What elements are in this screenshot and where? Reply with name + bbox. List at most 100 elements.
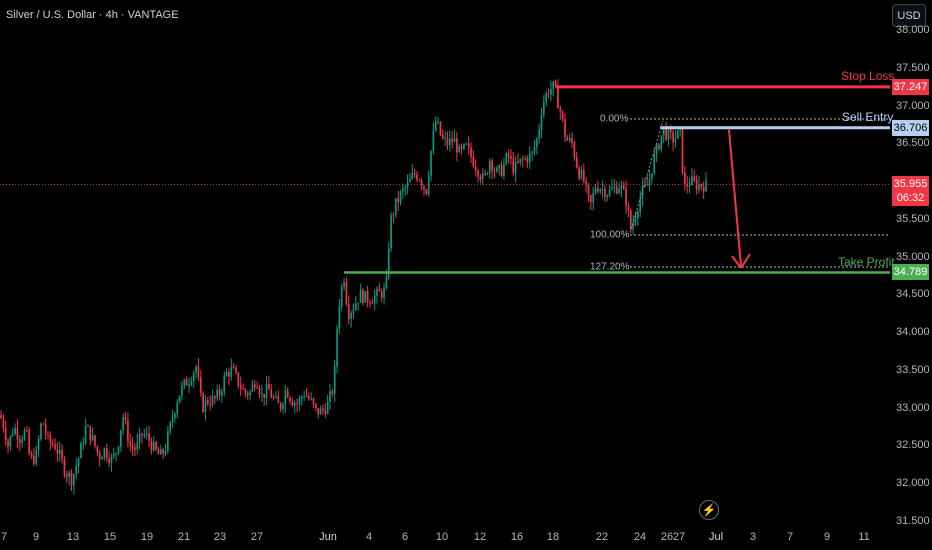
time-axis-label: 16 — [510, 531, 524, 543]
target-arrow-shaft — [728, 129, 742, 267]
candle-body — [91, 435, 94, 441]
candle-body — [331, 391, 334, 394]
candle-body — [519, 158, 522, 163]
candle-body — [261, 393, 263, 395]
price-axis-label: 33.500 — [896, 363, 930, 376]
candle-body — [347, 304, 350, 320]
candle-body — [296, 403, 298, 405]
candle-body — [517, 161, 519, 163]
candle-body — [460, 146, 463, 149]
candle-body — [672, 131, 674, 143]
candle-body — [152, 442, 155, 451]
candle-body — [181, 385, 183, 396]
candle-body — [587, 183, 590, 196]
candle-body — [218, 389, 221, 396]
candle-body — [190, 381, 193, 384]
candle-body — [557, 86, 559, 109]
candlestick-series — [0, 79, 707, 495]
candle-body — [385, 277, 388, 289]
time-axis-label: 18 — [546, 531, 560, 543]
candle-body — [592, 192, 595, 202]
time-axis-label: 23 — [213, 531, 227, 543]
candle-body — [145, 433, 148, 435]
lightning-icon[interactable]: ⚡ — [699, 500, 719, 520]
candle-body — [206, 400, 209, 404]
candle-body — [322, 408, 324, 411]
candle-body — [521, 158, 524, 160]
target-arrow-head-right — [740, 253, 751, 269]
candle-body — [688, 184, 691, 187]
candle-body — [263, 393, 266, 399]
candle-body — [503, 163, 505, 176]
candle-body — [70, 472, 73, 486]
candle-body — [286, 390, 289, 398]
candle-body — [427, 175, 430, 194]
candle-body — [533, 146, 536, 152]
candle-body — [345, 281, 348, 305]
candle-body — [305, 396, 308, 398]
candle-body — [40, 423, 42, 440]
candle-body — [481, 173, 484, 180]
candle-body — [228, 371, 230, 377]
candle-body — [96, 446, 99, 453]
candle-body — [637, 212, 639, 219]
time-axis-label: 9 — [823, 531, 831, 543]
candle-body — [648, 178, 651, 186]
candle-body — [61, 449, 63, 459]
candle-body — [380, 291, 383, 298]
candle-body — [129, 441, 132, 446]
candle-body — [319, 408, 322, 415]
candle-body — [693, 176, 696, 181]
candle-body — [11, 434, 14, 436]
candle-body — [338, 306, 341, 329]
candle-body — [653, 153, 656, 174]
price-axis-label: 34.000 — [896, 326, 930, 339]
candle-body — [705, 179, 707, 192]
currency-button[interactable]: USD — [892, 4, 926, 27]
candle-body — [298, 398, 301, 404]
candle-body — [277, 396, 280, 404]
fib-level-0: 0.00% — [600, 113, 629, 125]
candle-body — [51, 443, 54, 445]
candle-body — [265, 383, 268, 399]
candle-body — [458, 146, 461, 153]
candle-body — [279, 403, 282, 410]
candle-body — [629, 210, 632, 230]
candle-body — [550, 89, 552, 95]
candle-body — [498, 165, 501, 168]
candle-body — [143, 434, 146, 436]
candle-body — [528, 153, 531, 163]
time-axis-label: 12 — [473, 531, 487, 543]
price-axis-label: 32.000 — [896, 477, 930, 490]
candle-body — [312, 398, 315, 404]
candle-body — [242, 388, 244, 390]
candle-body — [439, 121, 442, 135]
candle-body — [333, 366, 336, 394]
candle-body — [667, 129, 670, 140]
price-axis-label: 37.500 — [896, 61, 930, 74]
candle-body — [362, 289, 364, 303]
candle-body — [564, 119, 566, 138]
price-axis-label: 37.000 — [896, 99, 930, 112]
take-profit-label: Take Profit — [838, 255, 895, 269]
candle-body — [115, 453, 117, 455]
candle-body — [33, 455, 35, 464]
candle-body — [463, 143, 465, 149]
candle-body — [543, 102, 545, 115]
candle-body — [75, 466, 78, 475]
candle-body — [512, 158, 515, 174]
candle-body — [615, 186, 618, 194]
candle-body — [80, 443, 82, 459]
candle-body — [28, 430, 31, 454]
candle-body — [77, 458, 80, 467]
candle-body — [627, 205, 630, 211]
candle-body — [138, 433, 141, 443]
fib-level-127: 127.20% — [590, 261, 630, 273]
candle-body — [120, 430, 122, 447]
candle-body — [402, 188, 404, 192]
candle-body — [364, 290, 367, 303]
candle-body — [444, 137, 446, 139]
candle-body — [669, 129, 672, 132]
candle-body — [204, 400, 207, 412]
